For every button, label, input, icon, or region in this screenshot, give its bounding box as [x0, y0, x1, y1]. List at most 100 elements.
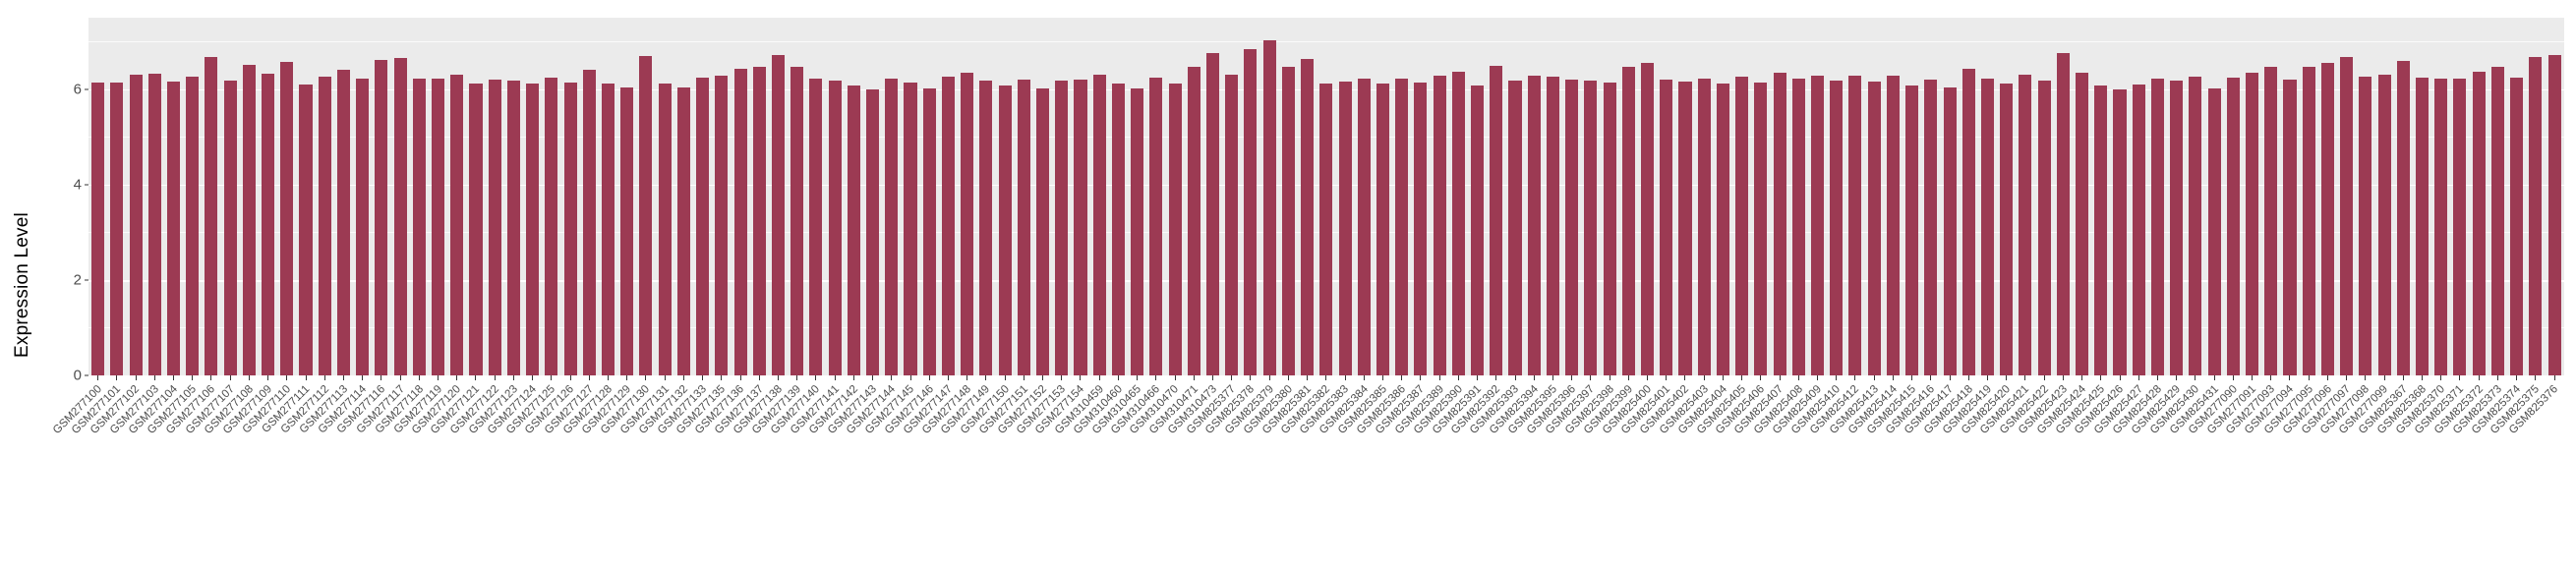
bar[interactable] [1867, 81, 1881, 375]
bar[interactable] [1886, 76, 1900, 375]
bar[interactable] [186, 76, 200, 375]
bar[interactable] [733, 69, 747, 375]
bar[interactable] [91, 82, 105, 375]
bar[interactable] [129, 75, 143, 375]
bar[interactable] [2056, 53, 2070, 375]
bar[interactable] [1451, 72, 1465, 375]
bar[interactable] [1584, 81, 1598, 375]
bar[interactable] [1735, 76, 1749, 375]
bar[interactable] [1092, 75, 1106, 375]
bar[interactable] [2510, 78, 2524, 375]
bar[interactable] [1319, 83, 1333, 375]
bar[interactable] [620, 86, 634, 375]
bar[interactable] [280, 61, 294, 375]
bar[interactable] [223, 80, 237, 375]
bar[interactable] [1168, 84, 1182, 375]
bar[interactable] [2264, 66, 2278, 375]
bar[interactable] [582, 70, 596, 375]
bar[interactable] [1660, 80, 1673, 375]
bar[interactable] [2415, 78, 2430, 375]
bar[interactable] [2094, 85, 2108, 375]
bar[interactable] [1905, 85, 1919, 375]
bar[interactable] [2359, 76, 2372, 375]
bar[interactable] [2434, 79, 2448, 375]
bar[interactable] [2472, 71, 2486, 375]
bar[interactable] [1773, 73, 1786, 375]
bar[interactable] [450, 75, 464, 375]
bar[interactable] [205, 56, 218, 375]
bar[interactable] [866, 88, 880, 375]
bar[interactable] [2453, 78, 2467, 375]
bar[interactable] [1621, 67, 1635, 375]
bar[interactable] [2037, 81, 2051, 375]
bar[interactable] [545, 77, 558, 375]
bar[interactable] [1716, 83, 1729, 375]
bar[interactable] [1414, 82, 1428, 375]
bar[interactable] [318, 76, 331, 375]
bar[interactable] [526, 83, 540, 375]
bar[interactable] [1376, 84, 1390, 375]
bar[interactable] [941, 76, 955, 375]
bar[interactable] [847, 85, 860, 375]
bar[interactable] [262, 73, 275, 375]
bar[interactable] [2132, 84, 2145, 375]
bar[interactable] [1055, 81, 1069, 375]
bar[interactable] [885, 78, 899, 375]
bar[interactable] [828, 81, 842, 375]
bar[interactable] [771, 54, 786, 375]
bar[interactable] [2000, 83, 2014, 375]
bar[interactable] [469, 83, 483, 375]
bar[interactable] [1262, 40, 1276, 375]
bar[interactable] [1149, 77, 1163, 375]
bar[interactable] [506, 81, 520, 375]
bar[interactable] [1641, 62, 1655, 375]
bar[interactable] [2226, 78, 2240, 375]
bar[interactable] [1471, 85, 1485, 375]
bar[interactable] [2246, 72, 2259, 375]
bar[interactable] [1111, 83, 1125, 375]
bar[interactable] [2283, 79, 2297, 375]
bar[interactable] [563, 82, 577, 375]
bar[interactable] [2113, 88, 2127, 375]
bar[interactable] [1338, 81, 1352, 375]
bar[interactable] [1791, 79, 1805, 375]
bar[interactable] [375, 59, 388, 375]
bar[interactable] [904, 83, 917, 375]
bar[interactable] [1281, 66, 1295, 375]
bar[interactable] [1036, 88, 1050, 375]
bar[interactable] [1546, 77, 1559, 375]
bar[interactable] [1678, 81, 1692, 375]
bar[interactable] [166, 82, 181, 375]
bar[interactable] [1357, 78, 1371, 375]
bar[interactable] [2340, 57, 2354, 375]
bar[interactable] [2302, 66, 2315, 375]
bar[interactable] [1244, 48, 1258, 375]
bar[interactable] [1961, 69, 1975, 375]
bar[interactable] [790, 67, 804, 375]
bar[interactable] [1527, 75, 1541, 375]
bar[interactable] [2529, 56, 2543, 375]
bar[interactable] [2377, 74, 2391, 375]
bar[interactable] [1490, 66, 1503, 375]
bar[interactable] [1603, 83, 1616, 375]
bar[interactable] [1980, 79, 1995, 375]
bar[interactable] [1074, 80, 1087, 375]
bar[interactable] [1187, 67, 1200, 375]
bar[interactable] [1924, 79, 1938, 375]
bar[interactable] [488, 80, 501, 375]
bar[interactable] [356, 79, 370, 375]
bar[interactable] [1225, 75, 1239, 375]
bar[interactable] [1848, 76, 1862, 375]
bar[interactable] [242, 64, 256, 375]
bar[interactable] [2019, 74, 2032, 375]
bar[interactable] [2547, 54, 2561, 375]
bar[interactable] [1830, 81, 1844, 375]
bar[interactable] [147, 74, 161, 375]
bar[interactable] [1565, 79, 1579, 375]
bar[interactable] [658, 83, 672, 375]
bar[interactable] [2396, 60, 2410, 375]
bar[interactable] [961, 72, 974, 375]
bar[interactable] [2320, 62, 2334, 375]
bar[interactable] [676, 87, 690, 375]
bar[interactable] [412, 78, 426, 375]
